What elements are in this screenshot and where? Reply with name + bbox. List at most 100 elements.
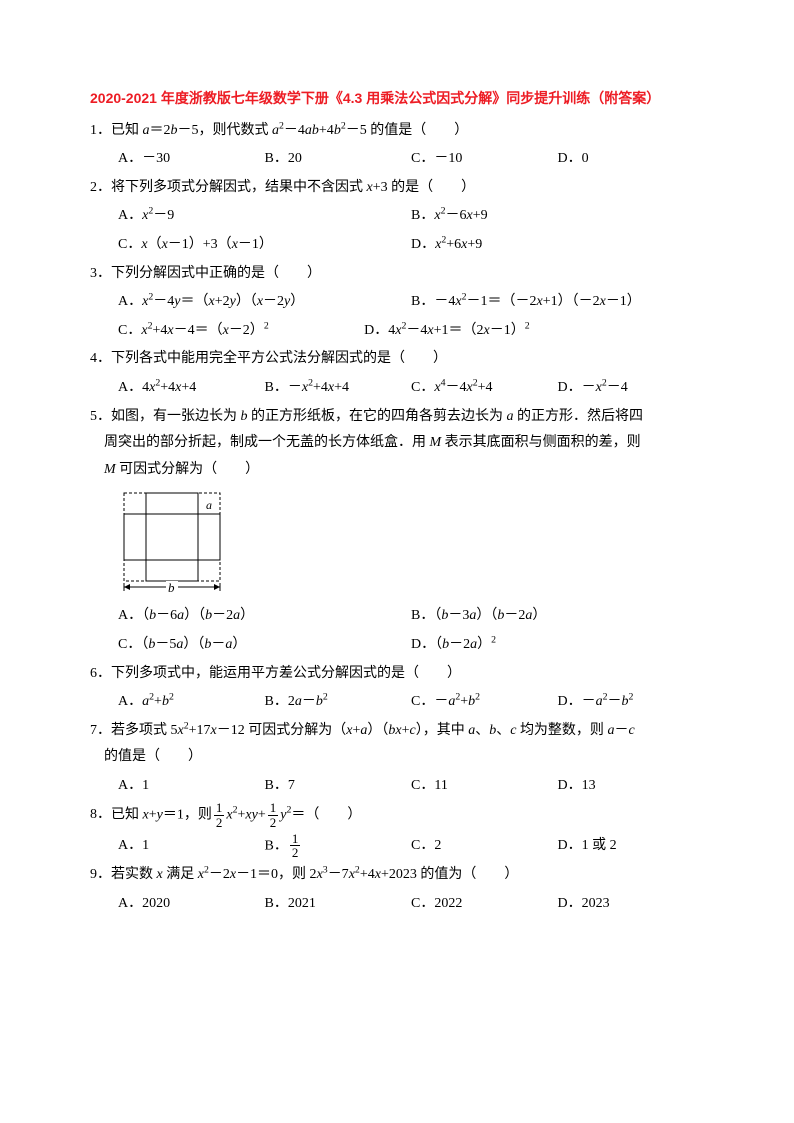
- q9-stem: 若实数 x 满足 x2－2x－1＝0，则 2x3－7x2+4x+2023 的值为…: [111, 862, 704, 889]
- text: ）: [232, 637, 246, 652]
- text: A．（: [118, 608, 149, 623]
- text: B．－4: [411, 294, 455, 309]
- text: +17: [189, 723, 211, 738]
- question-9: 9． 若实数 x 满足 x2－2x－1＝0，则 2x3－7x2+4x+2023 …: [90, 862, 704, 917]
- q7-opt-d: D．13: [558, 773, 705, 800]
- box-diagram-icon: a b: [118, 489, 228, 597]
- text: －4: [445, 380, 466, 395]
- q4-number: 4．: [90, 346, 111, 373]
- text: +: [154, 694, 162, 709]
- q9-options: A．2020 B．2021 C．2022 D．2023: [90, 891, 704, 918]
- q7-options: A．1 B．7 C．11 D．13: [90, 773, 704, 800]
- label-a: a: [206, 498, 212, 512]
- q6-opt-d: D．－a2－b2: [558, 689, 705, 716]
- text: －4: [607, 380, 628, 395]
- text: －1）: [238, 237, 273, 252]
- text: D．（: [411, 637, 442, 652]
- q8-opt-a: A．1: [118, 833, 265, 860]
- text: ）: [532, 608, 546, 623]
- q4-opt-b: B．－x2+4x+4: [265, 375, 412, 402]
- q1-opt-a: A．－30: [118, 146, 265, 173]
- q8-stem: 已知 x+y＝1，则12x2+xy+12y2＝（ ）: [111, 801, 704, 829]
- text: 已知: [111, 808, 143, 823]
- q4-stem: 下列各式中能用完全平方公式法分解因式的是（ ）: [111, 346, 704, 373]
- text: 若多项式 5: [111, 723, 178, 738]
- q1-number: 1．: [90, 118, 111, 145]
- question-7: 7． 若多项式 5x2+17x－12 可因式分解为（x+a）（bx+c），其中 …: [90, 718, 704, 800]
- text: ）（: [184, 608, 205, 623]
- q7-number: 7．: [90, 718, 111, 745]
- q8-opt-d: D．1 或 2: [558, 833, 705, 860]
- q2-options-r1: A．x2－9 B．x2－6x+9: [90, 203, 704, 230]
- text: －5 的值是（ ）: [346, 123, 469, 138]
- q8-opt-b: B．12: [265, 832, 412, 860]
- text: +6: [446, 237, 461, 252]
- text: －3: [448, 608, 469, 623]
- q4-options: A．4x2+4x+4 B．－x2+4x+4 C．x4－4x2+4 D．－x2－4: [90, 375, 704, 402]
- q1-opt-c: C．－10: [411, 146, 558, 173]
- text: B．: [265, 838, 288, 853]
- text: +4: [334, 380, 349, 395]
- text: C．: [411, 380, 434, 395]
- text: D．－: [558, 694, 596, 709]
- q3-stem: 下列分解因式中正确的是（ ）: [111, 261, 704, 288]
- text: －2: [212, 608, 233, 623]
- text: －: [608, 694, 622, 709]
- text: +9: [467, 237, 482, 252]
- text: 的正方形．然后将四: [514, 409, 644, 424]
- text: －7: [328, 867, 349, 882]
- text: 、: [496, 723, 510, 738]
- text: C．－: [411, 694, 448, 709]
- question-6: 6． 下列多项式中，能运用平方差公式分解因式的是（ ） A．a2+b2 B．2a…: [90, 661, 704, 716]
- question-2: 2． 将下列多项式分解因式，结果中不含因式 x+3 的是（ ） A．x2－9 B…: [90, 175, 704, 259]
- q3-options-r1: A．x2－4y＝（x+2y）（x－2y） B．－4x2－1＝（－2x+1）（－2…: [90, 289, 704, 316]
- text: ＝1，则: [163, 808, 212, 823]
- text: 将下列多项式分解因式，结果中不含因式: [111, 180, 367, 195]
- text: B．（: [411, 608, 441, 623]
- text: D．－: [558, 380, 596, 395]
- text: +: [258, 808, 266, 823]
- text: ），其中: [416, 723, 469, 738]
- text: －: [614, 723, 628, 738]
- q9-opt-c: C．2022: [411, 891, 558, 918]
- text: 周突出的部分折起，制成一个无盖的长方体纸盒．用: [104, 435, 430, 450]
- text: －6: [445, 208, 466, 223]
- text: +4: [319, 123, 334, 138]
- question-5: 5． 如图，有一张边长为 b 的正方形纸板，在它的四角各剪去边长为 a 的正方形…: [90, 404, 704, 659]
- q5-figure: a b: [90, 489, 704, 597]
- text: ）: [240, 608, 254, 623]
- text: －12 可因式分解为（: [217, 723, 347, 738]
- text: +4: [478, 380, 493, 395]
- q1-stem: 已知 a＝2b－5，则代数式 a2－4ab+4b2－5 的值是（ ）: [111, 118, 704, 145]
- text: －5，则代数式: [178, 123, 273, 138]
- text: －2: [209, 867, 230, 882]
- text: A．: [118, 694, 142, 709]
- q6-stem: 下列多项式中，能运用平方差公式分解因式的是（ ）: [111, 661, 704, 688]
- q7-stem-l1: 若多项式 5x2+17x－12 可因式分解为（x+a）（bx+c），其中 a、b…: [111, 718, 704, 745]
- text: C．: [118, 237, 141, 252]
- q5-stem-l1: 如图，有一张边长为 b 的正方形纸板，在它的四角各剪去边长为 a 的正方形．然后…: [111, 404, 704, 431]
- q7-stem-l2: 的值是（ ）: [90, 744, 704, 771]
- text: +4: [360, 867, 375, 882]
- q8-options: A．1 B．12 C．2 D．1 或 2: [90, 832, 704, 860]
- q5-opt-a: A．（b－6a）（b－2a）: [118, 603, 411, 630]
- text: ＝（ ）: [291, 808, 361, 823]
- text: 2: [214, 816, 225, 830]
- text: A．: [118, 294, 142, 309]
- text: 均为整数，则: [516, 723, 607, 738]
- q9-opt-d: D．2023: [558, 891, 705, 918]
- text: －: [302, 694, 316, 709]
- text: ）（: [367, 723, 388, 738]
- text: +9: [473, 208, 488, 223]
- q4-opt-d: D．－x2－4: [558, 375, 705, 402]
- q6-options: A．a2+b2 B．2a－b2 C．－a2+b2 D．－a2－b2: [90, 689, 704, 716]
- q1-opt-b: B．20: [265, 146, 412, 173]
- text: +2023 的值为（ ）: [381, 867, 518, 882]
- text: ）（: [476, 608, 497, 623]
- worksheet-title: 2020-2021 年度浙教版七年级数学下册《4.3 用乘法公式因式分解》同步提…: [90, 85, 704, 112]
- q1-opt-d: D．0: [558, 146, 705, 173]
- text: ）（: [183, 637, 204, 652]
- text: B．: [411, 208, 434, 223]
- q3-opt-c: C．x2+4x－4＝（x－2）2: [118, 318, 364, 345]
- text: －: [211, 637, 225, 652]
